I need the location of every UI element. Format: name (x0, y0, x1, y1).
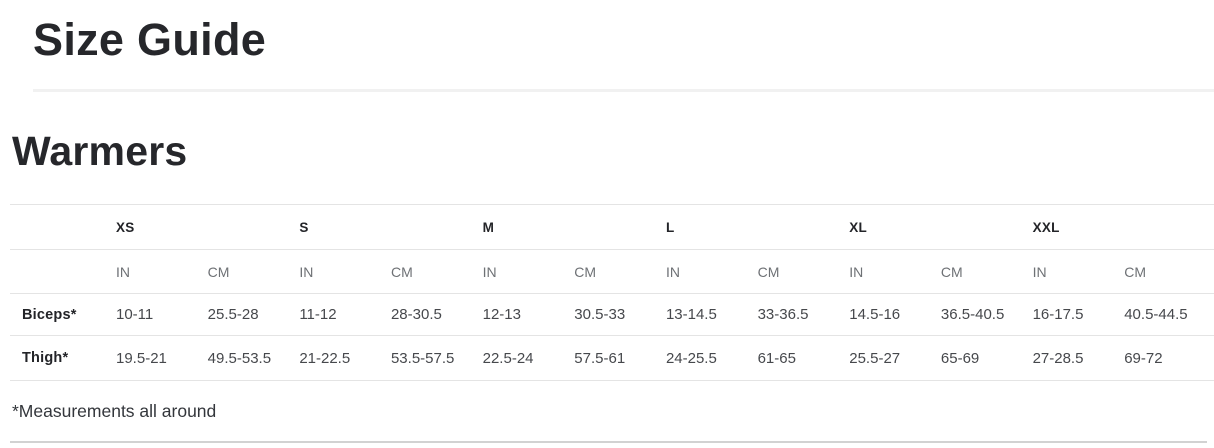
unit-header-cm: CM (572, 249, 664, 294)
size-header-m: M (480, 204, 664, 250)
row-label-biceps: Biceps* (10, 293, 114, 336)
table-cell: 25.5-28 (205, 293, 298, 336)
table-row-thigh: Thigh* 19.5-21 49.5-53.5 21-22.5 53.5-57… (10, 335, 1214, 381)
page-title-divider (33, 89, 1214, 92)
table-cell: 69-72 (1122, 335, 1214, 381)
unit-header-in: IN (114, 249, 206, 294)
row-label-thigh: Thigh* (10, 335, 114, 381)
table-cell: 25.5-27 (847, 335, 939, 381)
unit-header-in: IN (297, 249, 389, 294)
table-cell: 22.5-24 (480, 335, 573, 381)
table-cell: 24-25.5 (663, 335, 756, 381)
size-header-xl: XL (847, 204, 1031, 250)
unit-header-cm: CM (1122, 249, 1214, 294)
table-cell: 30.5-33 (572, 293, 664, 336)
size-guide-page: Size Guide Warmers XS S M L XL XXL (0, 12, 1214, 443)
section-title: Warmers (12, 128, 188, 174)
unit-header-in: IN (1030, 249, 1123, 294)
table-cell: 10-11 (114, 293, 206, 336)
size-header-xs: XS (114, 204, 298, 250)
table-cell: 11-12 (297, 293, 389, 336)
size-header-l: L (663, 204, 848, 250)
table-cell: 16-17.5 (1030, 293, 1123, 336)
table-cell: 27-28.5 (1030, 335, 1123, 381)
unit-header-cm: CM (388, 249, 481, 294)
table-cell: 49.5-53.5 (205, 335, 298, 381)
size-header-spacer (10, 204, 114, 250)
unit-header-cm: CM (205, 249, 298, 294)
size-header-s: S (297, 204, 481, 250)
table-cell: 33-36.5 (755, 293, 848, 336)
table-cell: 13-14.5 (663, 293, 756, 336)
unit-header-in: IN (847, 249, 939, 294)
table-cell: 19.5-21 (114, 335, 206, 381)
unit-header-in: IN (663, 249, 756, 294)
table-cell: 53.5-57.5 (388, 335, 481, 381)
table-row-biceps: Biceps* 10-11 25.5-28 11-12 28-30.5 12-1… (10, 293, 1214, 336)
table-cell: 28-30.5 (388, 293, 481, 336)
size-chart-table: XS S M L XL XXL IN CM IN CM IN CM IN CM (10, 204, 1214, 381)
unit-header-in: IN (480, 249, 573, 294)
warmers-section: Warmers XS S M L XL XXL IN (0, 127, 1214, 422)
unit-header-cm: CM (938, 249, 1031, 294)
page-title: Size Guide (33, 14, 267, 65)
measurements-footnote: *Measurements all around (12, 401, 217, 421)
table-cell: 12-13 (480, 293, 573, 336)
table-cell: 14.5-16 (847, 293, 939, 336)
table-cell: 21-22.5 (297, 335, 389, 381)
table-cell: 40.5-44.5 (1122, 293, 1214, 336)
unit-header-cm: CM (755, 249, 848, 294)
table-cell: 36.5-40.5 (938, 293, 1031, 336)
table-cell: 65-69 (938, 335, 1031, 381)
bottom-divider (10, 441, 1207, 443)
unit-header-row: IN CM IN CM IN CM IN CM IN CM IN CM (10, 249, 1214, 294)
size-header-row: XS S M L XL XXL (10, 204, 1214, 250)
table-cell: 61-65 (755, 335, 848, 381)
unit-header-spacer (10, 249, 114, 294)
table-cell: 57.5-61 (572, 335, 664, 381)
size-header-xxl: XXL (1030, 204, 1214, 250)
